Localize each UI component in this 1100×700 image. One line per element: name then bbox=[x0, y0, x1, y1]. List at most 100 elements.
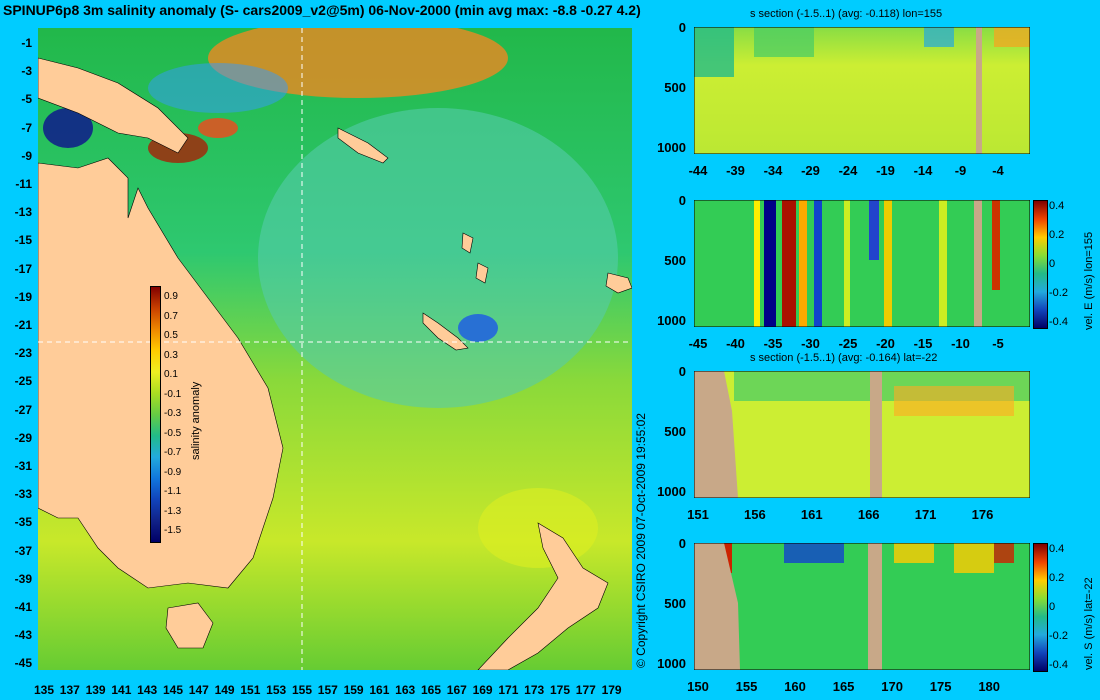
section-x-label: 161 bbox=[800, 507, 823, 522]
longitude-label: 163 bbox=[395, 683, 416, 697]
latitude-label: -17 bbox=[14, 261, 32, 276]
colorbar-tick-label: -1.1 bbox=[164, 486, 182, 497]
section-x-label: -39 bbox=[726, 163, 745, 178]
longitude-label: 167 bbox=[446, 683, 467, 697]
section-x-label: -20 bbox=[876, 336, 895, 351]
latitude-label: -37 bbox=[14, 543, 32, 558]
section-colorbar-tick: 0.2 bbox=[1049, 572, 1065, 584]
colorbar-tick-label: -0.9 bbox=[164, 466, 182, 478]
land-tasmania bbox=[165, 602, 214, 649]
longitude-label: 165 bbox=[420, 683, 442, 697]
section-colorbar-tick: -0.4 bbox=[1049, 659, 1068, 671]
section-x-label: -35 bbox=[763, 336, 783, 351]
longitude-label: 137 bbox=[59, 683, 80, 697]
longitude-label: 135 bbox=[33, 683, 55, 697]
section-x-label: -29 bbox=[801, 163, 820, 178]
section-x-label: 151 bbox=[687, 507, 709, 522]
latitude-label: -31 bbox=[14, 459, 32, 473]
section-colorbar-tick: -0.4 bbox=[1049, 316, 1068, 328]
section-x-label: -9 bbox=[954, 163, 967, 178]
colorbar-tick-label: -0.1 bbox=[164, 388, 182, 400]
section-x-label: -24 bbox=[838, 163, 858, 178]
colorbar-tick-label: -0.3 bbox=[164, 408, 182, 419]
land-new-guinea bbox=[38, 57, 189, 154]
longitude-label: 177 bbox=[575, 683, 596, 697]
section-depth-label: 0 bbox=[678, 20, 686, 35]
longitude-label: 155 bbox=[291, 683, 313, 697]
latitude-label: -15 bbox=[14, 233, 32, 248]
section-2-plot[interactable] bbox=[694, 200, 1030, 327]
longitude-label: 141 bbox=[111, 683, 132, 697]
section-x-label: 165 bbox=[832, 679, 855, 694]
section-x-label: -4 bbox=[992, 163, 1004, 178]
longitude-label: 149 bbox=[214, 683, 235, 697]
section-3-plot[interactable] bbox=[694, 371, 1030, 498]
section-3-title: s section (-1.5..1) (avg: -0.164) lat=-2… bbox=[750, 352, 938, 364]
land-new-zealand bbox=[477, 522, 609, 670]
latitude-label: -9 bbox=[21, 148, 32, 163]
longitude-label: 161 bbox=[369, 683, 390, 697]
section-x-label: -30 bbox=[801, 336, 820, 351]
section-depth-label: 0 bbox=[678, 193, 686, 208]
section-x-label: -34 bbox=[763, 163, 783, 178]
latitude-label: -43 bbox=[14, 628, 32, 643]
salinity-colorbar bbox=[150, 286, 161, 543]
latitude-label: -13 bbox=[14, 205, 32, 220]
land-solomon-islands bbox=[337, 127, 389, 164]
section-colorbar-tick: 0.4 bbox=[1049, 200, 1065, 212]
section-depth-label: 0 bbox=[678, 364, 686, 379]
section-x-label: 156 bbox=[744, 507, 766, 522]
longitude-label: 139 bbox=[85, 683, 106, 697]
section-x-label: 150 bbox=[687, 679, 709, 694]
section-colorbar-tick: -0.2 bbox=[1049, 630, 1068, 642]
section-colorbar-tick: -0.2 bbox=[1049, 287, 1068, 299]
section-colorbar-tick: 0.4 bbox=[1049, 543, 1065, 555]
colorbar-tick-label: 0.3 bbox=[164, 349, 178, 361]
land-new-caledonia bbox=[422, 312, 469, 351]
section-x-label: 160 bbox=[784, 679, 806, 694]
section-depth-label: 500 bbox=[664, 424, 686, 439]
latitude-label: -33 bbox=[14, 487, 32, 502]
latitude-label: -29 bbox=[14, 430, 32, 445]
latitude-label: -25 bbox=[14, 374, 32, 389]
map-canvas bbox=[38, 28, 632, 670]
section-x-label: -45 bbox=[688, 336, 708, 351]
section-x-label: 166 bbox=[857, 507, 880, 522]
latitude-label: -19 bbox=[14, 289, 32, 304]
longitude-label: 143 bbox=[137, 683, 158, 697]
longitude-label: 153 bbox=[266, 683, 287, 697]
section-1-title: s section (-1.5..1) (avg: -0.118) lon=15… bbox=[750, 8, 943, 20]
latitude-label: -21 bbox=[14, 318, 32, 332]
section-4-plot[interactable] bbox=[694, 543, 1030, 670]
colorbar-tick-label: -0.5 bbox=[164, 427, 182, 439]
section-x-label: -14 bbox=[913, 163, 933, 178]
latitude-label: -7 bbox=[21, 120, 32, 135]
salinity-map[interactable] bbox=[38, 28, 632, 670]
latitude-label: -23 bbox=[14, 346, 32, 361]
longitude-label: 157 bbox=[317, 683, 338, 697]
section-x-label: -44 bbox=[688, 163, 708, 178]
colorbar-tick-label: -0.7 bbox=[164, 447, 182, 458]
section-x-label: -40 bbox=[726, 336, 745, 351]
section-depth-label: 500 bbox=[664, 253, 686, 268]
land-fiji bbox=[605, 272, 632, 294]
vel-s-label: vel. S (m/s) lat=-22 bbox=[1083, 577, 1095, 670]
section-depth-label: 1000 bbox=[657, 656, 686, 671]
longitude-label: 179 bbox=[601, 683, 622, 697]
section-depth-label: 1000 bbox=[657, 140, 686, 155]
vel-s-colorbar bbox=[1033, 543, 1048, 672]
section-colorbar-tick: 0.2 bbox=[1049, 229, 1065, 241]
section-1-plot[interactable] bbox=[694, 27, 1030, 154]
colorbar-label: salinity anomaly bbox=[190, 381, 202, 460]
longitude-label: 145 bbox=[162, 683, 184, 697]
colorbar-tick-label: 0.9 bbox=[164, 291, 178, 302]
longitude-label: 151 bbox=[240, 683, 261, 697]
longitude-label: 159 bbox=[343, 683, 364, 697]
section-depth-label: 500 bbox=[664, 596, 686, 611]
section-x-label: 171 bbox=[914, 507, 937, 522]
section-x-label: -5 bbox=[992, 336, 1004, 351]
section-x-label: -15 bbox=[913, 336, 933, 351]
longitude-label: 169 bbox=[472, 683, 493, 697]
latitude-label: -1 bbox=[21, 36, 32, 50]
colorbar-tick-label: -1.3 bbox=[164, 505, 182, 517]
